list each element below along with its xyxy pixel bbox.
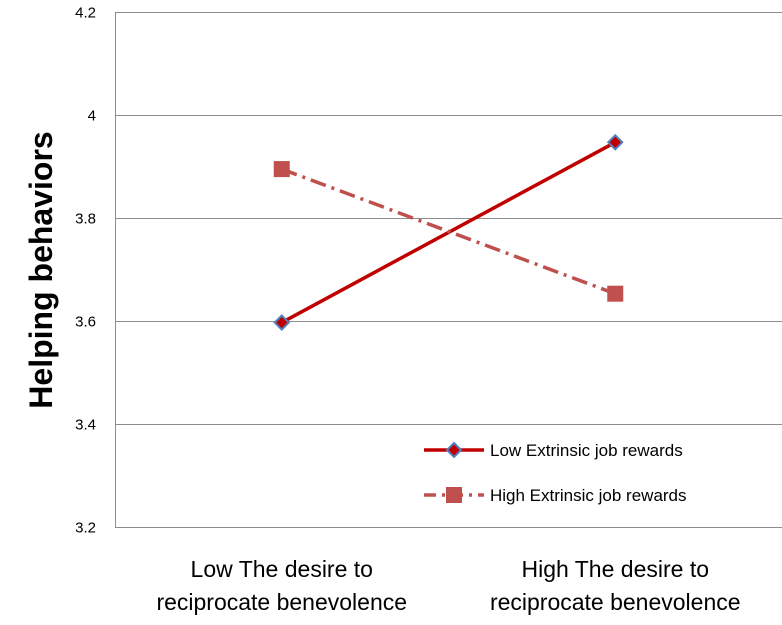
y-tick-label: 3.2 (75, 520, 96, 537)
y-tick-label: 4 (88, 108, 96, 125)
x-category-label: reciprocate benevolence (156, 589, 407, 615)
grid (115, 12, 782, 528)
legend: Low Extrinsic job rewards High Extrinsic … (424, 441, 687, 505)
data-point-1-0 (273, 161, 290, 178)
y-tick-label: 4.2 (75, 5, 96, 22)
series (273, 133, 624, 331)
y-axis-label: Helping behaviors (23, 131, 59, 408)
legend-marker-0 (445, 441, 463, 459)
data-point-1-1 (607, 285, 624, 302)
y-tick-label: 3.4 (75, 417, 96, 434)
y-tick-label: 3.6 (75, 314, 96, 331)
x-category-label: High The desire to (521, 556, 709, 582)
series-line-1 (281, 167, 616, 296)
legend-label-0: Low Extrinsic job rewards (490, 441, 683, 460)
y-tick-labels: 3.2 3.4 3.6 3.8 4 4.2 (75, 5, 96, 537)
legend-label-1: High Extrinsic job rewards (490, 486, 687, 505)
data-point-0-1 (606, 133, 624, 151)
data-point-0-0 (273, 314, 291, 331)
y-tick-label: 3.8 (75, 211, 96, 228)
x-category-label: Low The desire to (191, 556, 373, 582)
x-category-labels: Low The desire to reciprocate benevolence… (156, 556, 740, 615)
x-category-label: reciprocate benevolence (490, 589, 741, 615)
legend-marker-1 (446, 487, 462, 503)
